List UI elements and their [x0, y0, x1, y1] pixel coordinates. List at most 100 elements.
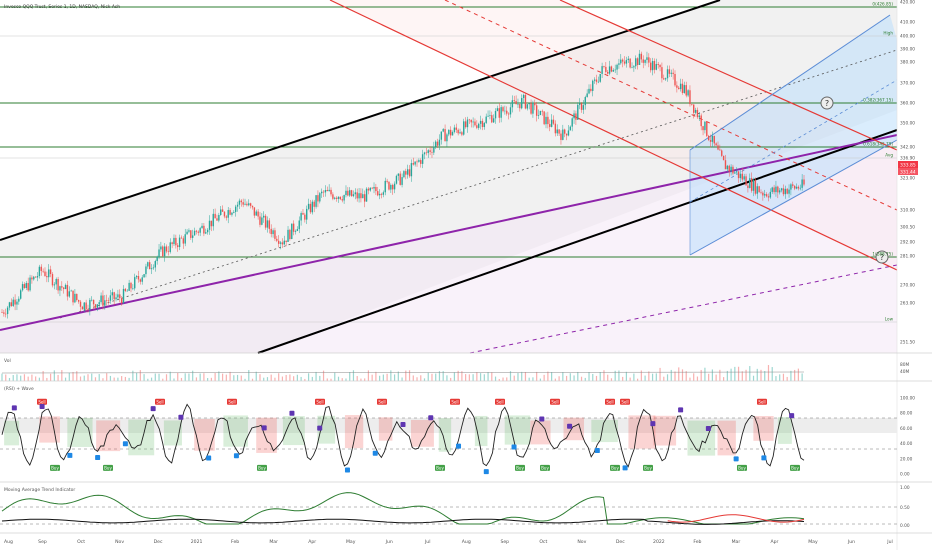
time-axis-label: Sep: [500, 539, 509, 545]
candle-body: [565, 133, 568, 136]
candle-body: [277, 240, 280, 244]
volume-bar: [8, 377, 11, 381]
candle-body: [621, 59, 624, 62]
candle-body: [122, 288, 125, 304]
candle-body: [588, 88, 590, 94]
candle-body: [49, 269, 52, 275]
candle-body: [636, 58, 639, 65]
candle-body: [416, 161, 418, 163]
candle-body: [337, 196, 340, 199]
candle-body: [605, 66, 607, 72]
volume-bar: [517, 373, 519, 381]
price-axis[interactable]: [896, 0, 932, 550]
volume-bar: [543, 374, 545, 381]
volume-bar: [614, 370, 616, 381]
candle-body: [113, 292, 115, 300]
volume-bar: [681, 369, 684, 381]
volume-bar: [259, 374, 261, 381]
volume-bar: [618, 370, 620, 381]
volume-bar: [487, 372, 489, 381]
candle-body: [350, 190, 353, 197]
ma-red-line: [667, 514, 805, 523]
candle-body: [526, 104, 529, 109]
time-axis-label: Aug: [462, 539, 471, 545]
candle-body: [623, 61, 626, 64]
candle-body: [803, 179, 805, 185]
candle-body: [221, 209, 224, 212]
candle-body: [48, 269, 50, 278]
candle-body: [498, 108, 500, 118]
candle-body: [597, 81, 600, 83]
candle-body: [167, 251, 170, 253]
candle-body: [575, 113, 577, 120]
volume-bar: [300, 376, 302, 381]
candle-body: [201, 225, 203, 229]
volume-bar: [345, 378, 347, 381]
volume-bar: [285, 374, 287, 381]
volume-bar: [446, 375, 448, 381]
candle-body: [399, 173, 401, 185]
candle-body: [23, 284, 26, 289]
candle-body: [592, 80, 594, 91]
time-axis-label: Oct: [77, 539, 85, 545]
volume-bar: [330, 378, 332, 381]
volume-bar: [420, 375, 422, 381]
candle-body: [616, 64, 618, 70]
candle-body: [255, 211, 257, 216]
candle-body: [607, 71, 609, 74]
candle-body: [375, 187, 377, 192]
candle-body: [595, 79, 598, 82]
candle-body: [713, 135, 715, 144]
candle-body: [248, 203, 250, 206]
sell-signal-label: Sell: [496, 399, 503, 404]
candle-body: [655, 64, 658, 70]
candle-body: [479, 120, 482, 124]
candle-body: [313, 201, 315, 207]
candle-body: [777, 186, 779, 193]
candle-body: [307, 203, 310, 209]
volume-bar: [177, 372, 179, 381]
candle-body: [386, 180, 388, 182]
candle-body: [406, 169, 409, 175]
volume-bar: [360, 378, 362, 381]
volume-bar: [737, 366, 740, 381]
candle-body: [74, 293, 76, 303]
volume-bar: [102, 378, 104, 381]
candle-body: [530, 103, 532, 114]
candle-body: [749, 178, 751, 188]
volume-bar: [775, 376, 777, 381]
candle-body: [272, 230, 274, 235]
time-axis-label: Oct: [539, 539, 547, 545]
candle-body: [124, 288, 127, 291]
candle-body: [119, 294, 121, 299]
wave-marker: [567, 423, 573, 429]
candle-body: [76, 293, 78, 301]
volume-bar: [584, 377, 586, 381]
candle-body: [145, 266, 147, 275]
candle-body: [6, 307, 9, 315]
volume-bar: [274, 377, 276, 381]
candle-body: [236, 204, 239, 207]
candle-body: [199, 228, 201, 233]
question-marker-upper[interactable]: [820, 96, 834, 110]
regression-mid: [689, 79, 898, 203]
candle-body: [206, 229, 209, 233]
candle-body: [1, 312, 3, 313]
volume-bar: [794, 369, 796, 381]
candle-body: [722, 155, 725, 161]
candle-body: [117, 294, 119, 298]
volume-bar: [87, 374, 89, 381]
price-axis-label: 270.00: [900, 283, 915, 289]
candle-body: [693, 104, 695, 113]
question-marker-lower[interactable]: [875, 250, 889, 264]
level-618-tag: 0.618(342.79): [863, 142, 893, 147]
buy-signal-label: Buy: [611, 466, 619, 471]
volume-bar: [20, 375, 22, 381]
volume-bar: [532, 377, 534, 381]
wave-marker: [289, 410, 295, 416]
volume-bar: [685, 371, 687, 381]
price-axis-label: 410.00: [900, 20, 915, 26]
candle-body: [309, 203, 312, 213]
volume-bar: [375, 371, 377, 381]
